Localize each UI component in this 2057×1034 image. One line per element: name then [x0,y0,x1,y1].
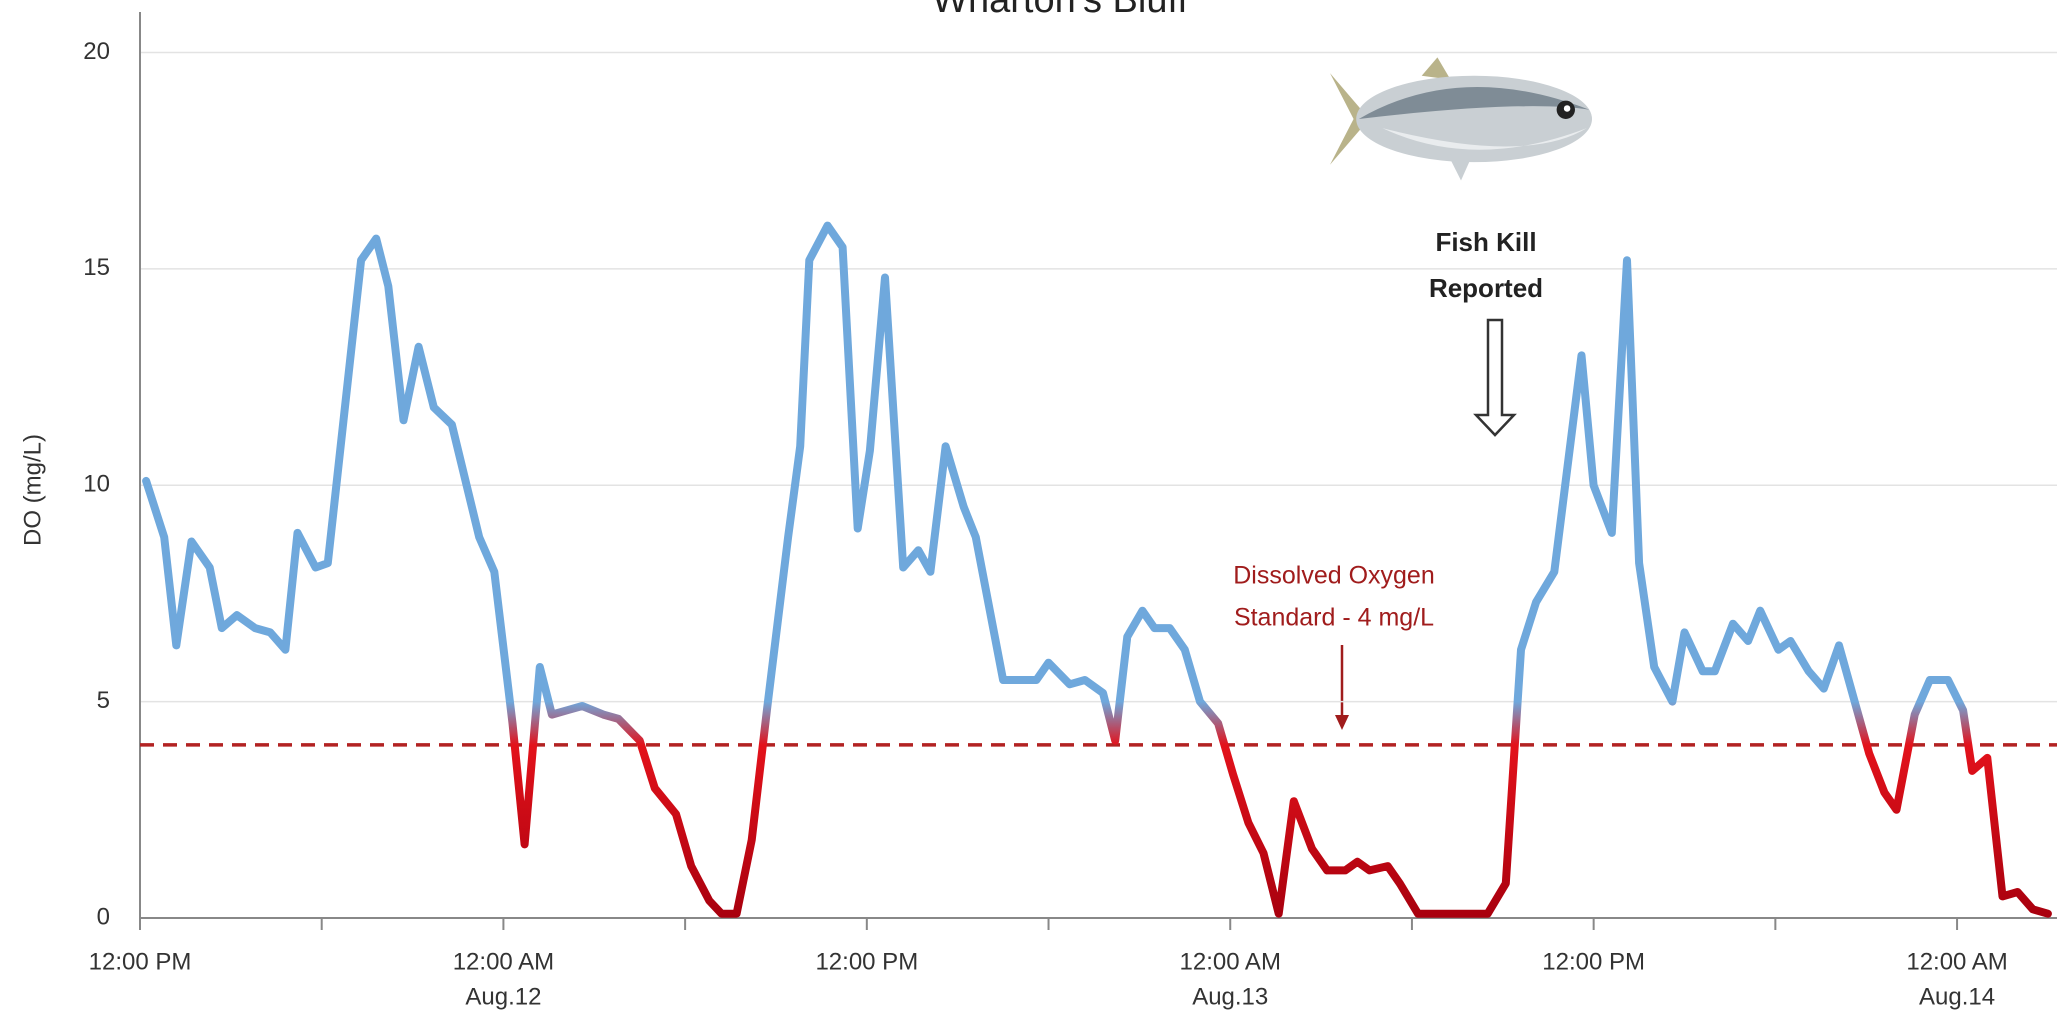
chart-title: Wharton's Bluff [932,0,1188,21]
threshold-arrow [1335,645,1349,730]
x-tick-label: 12:00 PM [815,948,918,975]
x-date-label: Aug.14 [1919,983,1995,1010]
x-tick-label: 12:00 PM [89,948,192,975]
do-line [142,221,2052,918]
x-date-label: Aug.13 [1192,983,1268,1010]
fish-icon [1330,57,1592,181]
y-tick-label: 0 [97,903,110,930]
event-arrow [1473,318,1517,437]
x-date-label: Aug.12 [465,983,541,1010]
y-tick-label: 5 [97,687,110,714]
y-tick-label: 15 [83,254,110,281]
threshold-annotation: Standard - 4 mg/L [1234,604,1434,632]
x-tick-label: 12:00 AM [1180,948,1281,975]
x-tick-label: 12:00 PM [1542,948,1645,975]
x-tick-label: 12:00 AM [1906,948,2007,975]
y-tick-label: 20 [83,38,110,65]
x-tick-label: 12:00 AM [453,948,554,975]
event-annotation: Fish Kill [1435,227,1536,257]
y-tick-label: 10 [83,471,110,498]
threshold-annotation: Dissolved Oxygen [1233,562,1434,590]
y-axis-label: DO (mg/L) [19,434,46,546]
event-annotation: Reported [1429,273,1543,303]
